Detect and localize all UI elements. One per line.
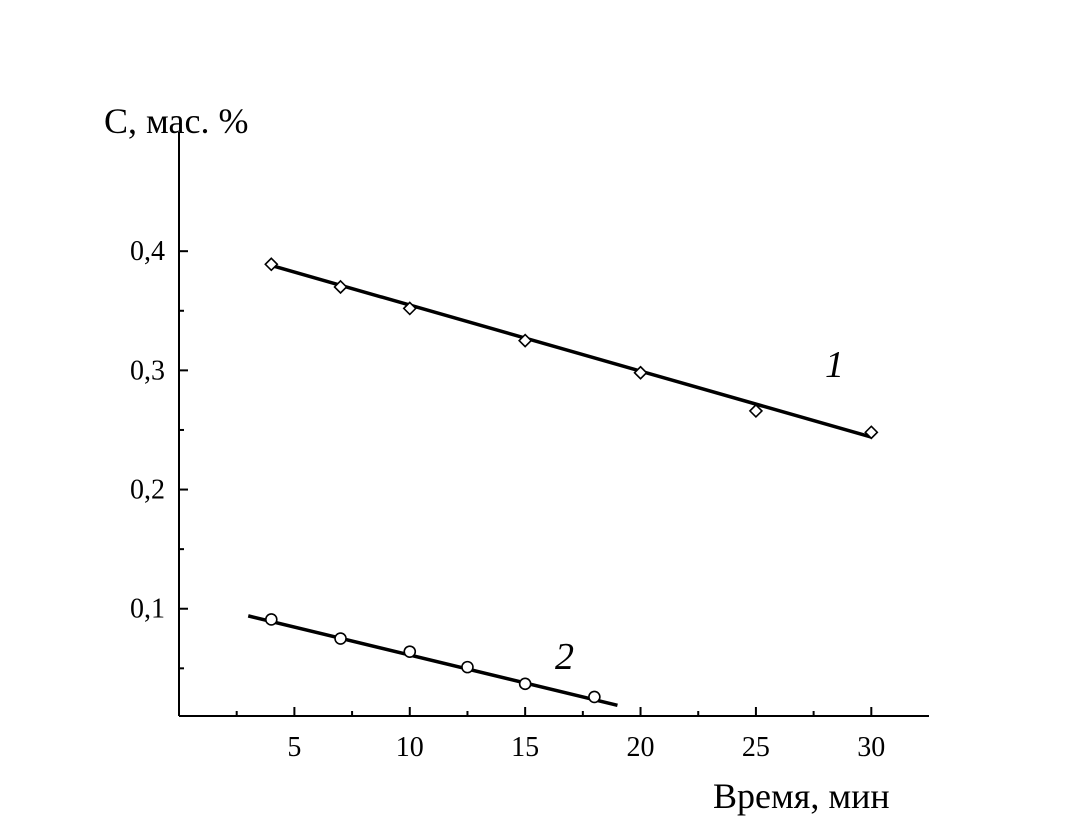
series-1-fit-line [270,263,872,439]
series-1-point [264,257,279,272]
x-tick-label: 20 [627,732,655,763]
series-1-point [864,425,879,440]
x-tick-label: 15 [511,732,539,763]
series-2-point [461,660,474,674]
series-2-fit-line [247,614,618,707]
y-tick-label: 0,4 [130,236,165,267]
series-1-point [333,279,348,295]
series-1-point [402,301,417,316]
series-1-label: 1 [825,344,844,386]
series-2-point [265,613,278,626]
x-tick-label: 25 [742,732,770,763]
series-1-point [518,333,533,348]
series-1-point [748,403,764,419]
y-tick-label: 0,2 [130,475,165,506]
data-points [264,257,879,704]
x-tick-label: 5 [287,732,301,763]
axes [178,132,929,717]
y-axis-label: С, мас. % [104,101,249,141]
series-1-point [633,365,648,380]
fit-lines [247,263,872,707]
series-2-point [334,632,347,645]
y-tick-label: 0,1 [130,594,165,625]
series-2-point [403,645,417,658]
series-2-point [518,677,532,691]
x-tick-label: 30 [857,732,885,763]
ticks: 5 10 15 20 25 30 0,1 0,2 0,3 0,4 [130,236,885,763]
x-tick-label: 10 [396,732,424,763]
x-axis-label: Время, мин [713,776,890,816]
series-2-point [588,690,601,704]
series-2-label: 2 [555,636,574,678]
y-tick-label: 0,3 [130,355,165,386]
